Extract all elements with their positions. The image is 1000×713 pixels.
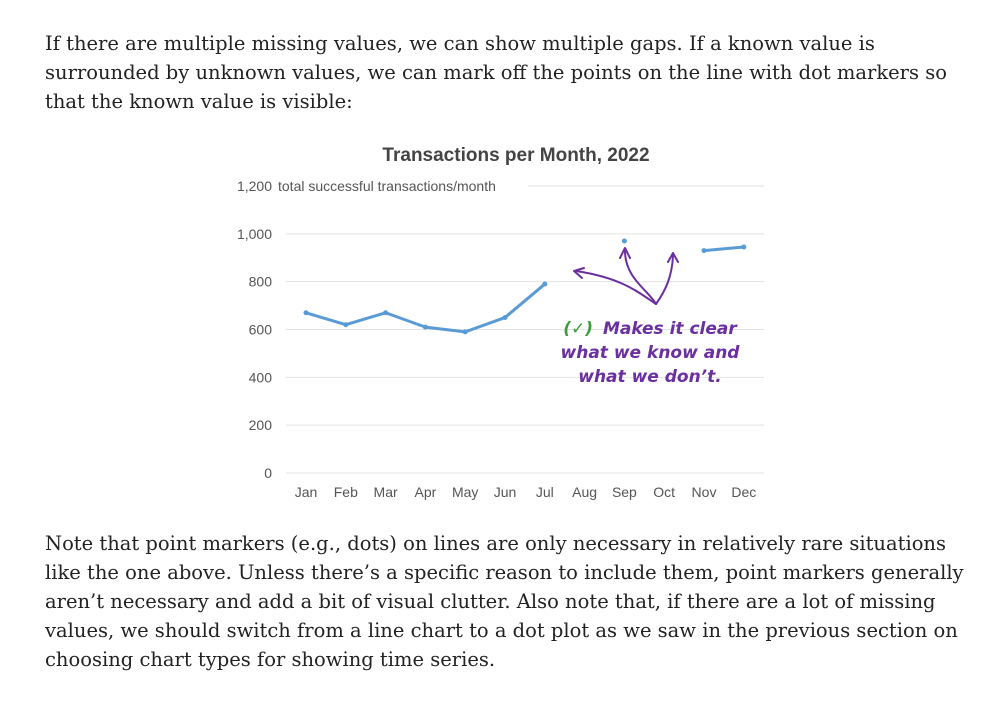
x-tick-label: Apr [415, 484, 437, 500]
x-tick-label: Jan [295, 484, 318, 500]
data-point [502, 315, 508, 321]
x-tick-label: Feb [334, 484, 358, 500]
annotation-line-3: what we don’t. [578, 367, 721, 387]
annotation-text-1: Makes it clear [603, 319, 738, 339]
annotation-arrow-oct [655, 255, 674, 305]
x-tick-label: Sep [612, 484, 637, 500]
y-tick-labels: 0 200 400 600 800 1,000 1,200 total successful … [237, 178, 496, 481]
series-line [702, 245, 746, 253]
chart-svg: Transactions per Month, 2022 0 200 400 600 8… [237, 145, 764, 500]
y-axis-label: total successful transactions/month [278, 178, 496, 194]
x-tick-label: Dec [731, 484, 756, 500]
series-points [303, 238, 747, 335]
data-point [741, 244, 747, 250]
x-tick-label: Nov [692, 484, 717, 500]
outro-paragraph: Note that point markers (e.g., dots) on … [45, 532, 964, 671]
y-tick-label: 1,000 [237, 226, 272, 242]
annotation-check: (✓) [563, 319, 593, 339]
annotation-arrow-sep [624, 250, 657, 305]
x-tick-label: Jul [536, 484, 554, 500]
y-tick-label: 600 [249, 322, 273, 338]
y-tick-label: 800 [249, 274, 273, 290]
chart-title: Transactions per Month, 2022 [382, 145, 649, 166]
x-tick-label: Jun [494, 484, 517, 500]
x-tick-label: Oct [653, 484, 675, 500]
x-tick-label: Aug [572, 484, 597, 500]
data-point [542, 281, 548, 287]
data-point [383, 310, 389, 316]
line-chart: Transactions per Month, 2022 0 200 400 600 8… [220, 132, 780, 512]
intro-paragraph: If there are multiple missing values, we… [45, 32, 947, 113]
x-tick-label: Mar [374, 484, 398, 500]
x-tick-labels: Jan Feb Mar Apr May Jun Jul Aug Sep Oct Nov Dec [295, 484, 757, 500]
y-tick-label: 200 [249, 417, 273, 433]
data-point [462, 329, 468, 335]
annotation-arrowhead-sep [619, 247, 631, 259]
y-tick-label: 400 [249, 369, 273, 385]
annotation-arrowhead-jul [573, 267, 585, 279]
annotation-line-2: what we know and [561, 343, 741, 363]
data-point [701, 248, 707, 254]
y-tick-label: 1,200 [237, 178, 272, 194]
annotation-line-1: (✓) Makes it clear [563, 319, 738, 339]
annotation: (✓) Makes it clear what we know and what… [561, 247, 741, 387]
data-point [422, 324, 428, 330]
x-tick-label: May [452, 484, 478, 500]
y-tick-label: 0 [264, 465, 272, 481]
gridlines [286, 185, 764, 474]
data-point [621, 238, 627, 244]
data-point [343, 322, 349, 328]
annotation-arrowhead-oct [667, 252, 679, 263]
data-point [303, 310, 309, 316]
annotation-arrow-jul [575, 270, 657, 305]
